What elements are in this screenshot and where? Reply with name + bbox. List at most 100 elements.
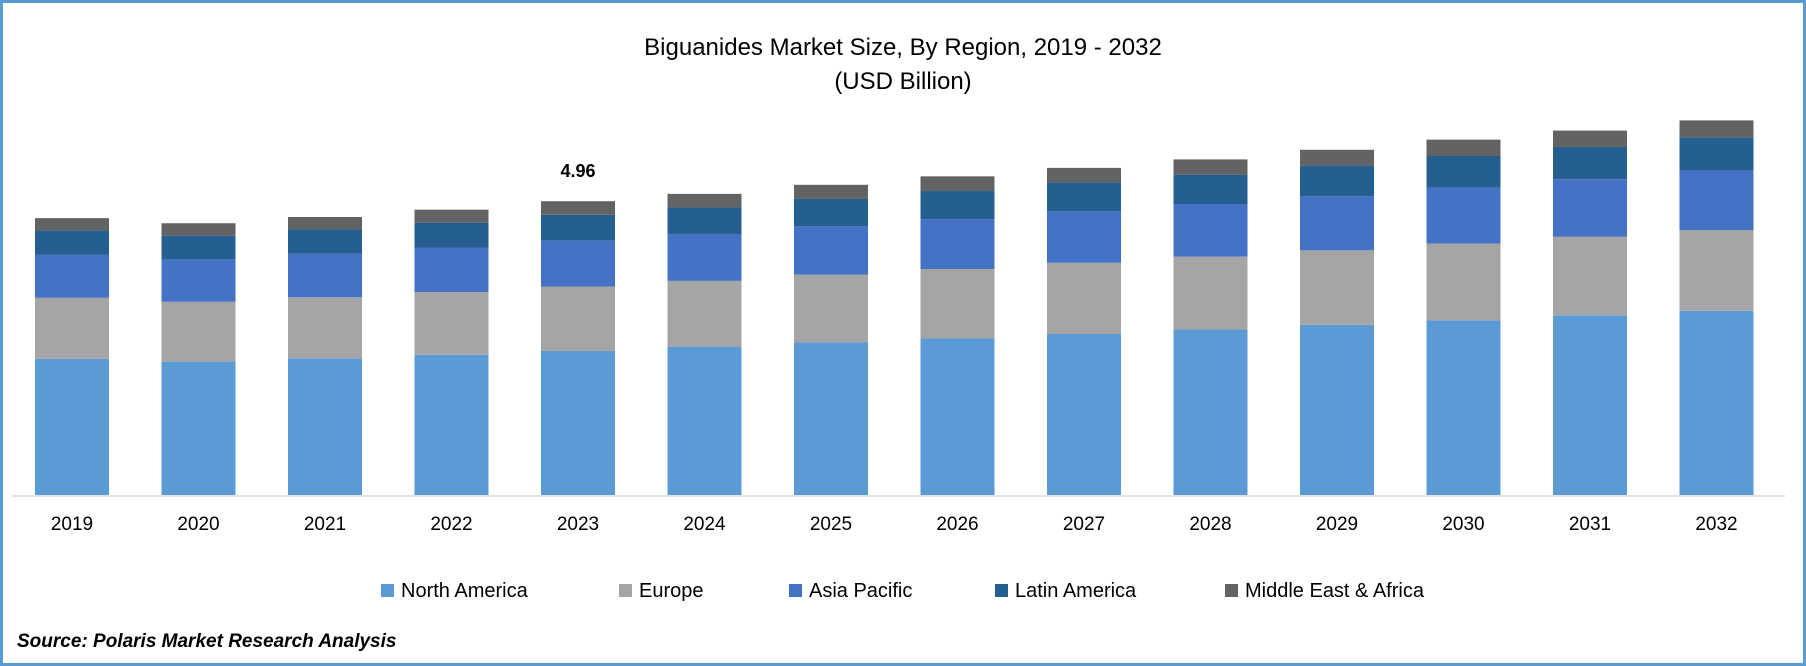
legend-swatch-latin-america — [995, 584, 1008, 597]
bar-segment-2019-europe — [35, 297, 109, 359]
legend-label-europe: Europe — [639, 580, 704, 602]
legend-label-latin-america: Latin America — [1015, 580, 1137, 602]
chart-title: Biguanides Market Size, By Region, 2019 … — [644, 34, 1162, 61]
x-tick-label-2031: 2031 — [1569, 514, 1611, 535]
bar-segment-2025-latin-america — [794, 198, 868, 227]
x-tick-label-2020: 2020 — [177, 514, 219, 535]
bar-segment-2026-europe — [920, 269, 995, 339]
x-tick-label-2022: 2022 — [430, 514, 472, 535]
chart-subtitle: (USD Billion) — [834, 68, 972, 95]
legend-label-middle-east-africa: Middle East & Africa — [1245, 580, 1425, 602]
bar-segment-2029-middle-east-africa — [1300, 149, 1374, 166]
bar-segment-2019-asia-pacific — [35, 254, 109, 298]
x-tick-label-2026: 2026 — [936, 514, 978, 535]
bar-segment-2032-asia-pacific — [1679, 170, 1754, 231]
bar-segment-2032-europe — [1679, 230, 1754, 311]
bar-segment-2026-asia-pacific — [920, 219, 995, 269]
bar-segment-2024-latin-america — [667, 207, 742, 234]
bar-segment-2022-latin-america — [414, 222, 489, 248]
chart-title-block: Biguanides Market Size, By Region, 2019 … — [3, 31, 1803, 99]
bar-segment-2027-middle-east-africa — [1047, 167, 1121, 183]
bar-segment-2031-latin-america — [1553, 146, 1627, 180]
bar-segment-2031-middle-east-africa — [1553, 130, 1627, 147]
bar-segment-2022-europe — [414, 292, 489, 355]
x-tick-label-2027: 2027 — [1063, 514, 1105, 535]
bar-segment-2023-europe — [541, 286, 615, 351]
x-tick-label-2021: 2021 — [304, 514, 346, 535]
bar-segment-2027-north-america — [1047, 333, 1121, 495]
bar-segment-2024-asia-pacific — [667, 233, 742, 281]
bar-segment-2032-north-america — [1679, 310, 1754, 495]
bar-segment-2021-asia-pacific — [288, 253, 362, 298]
bar-segment-2029-latin-america — [1300, 165, 1374, 197]
x-tick-label-2029: 2029 — [1316, 514, 1358, 535]
bar-segment-2028-latin-america — [1173, 174, 1248, 205]
legend-swatch-north-america — [381, 584, 394, 597]
bar-segment-2031-north-america — [1553, 315, 1627, 495]
bar-segment-2026-middle-east-africa — [920, 176, 995, 192]
bar-segment-2020-middle-east-africa — [161, 223, 236, 236]
bar-segment-2023-latin-america — [541, 214, 615, 241]
bar-segment-2024-europe — [667, 280, 742, 347]
x-tick-label-2028: 2028 — [1189, 514, 1231, 535]
bar-segment-2020-north-america — [161, 361, 236, 495]
x-tick-label-2024: 2024 — [683, 514, 726, 535]
bar-segment-2023-middle-east-africa — [541, 201, 615, 215]
legend-swatch-middle-east-africa — [1225, 584, 1238, 597]
bar-segment-2022-north-america — [414, 354, 489, 495]
data-label-2023: 4.96 — [560, 161, 595, 181]
stacked-bar-chart: 2019 2020 2021 2022 2023 4.96 2024 2025 2026 2027… — [12, 120, 1785, 602]
bar-segment-2030-latin-america — [1426, 156, 1501, 188]
bar-segment-2031-asia-pacific — [1553, 179, 1627, 237]
bar-segment-2027-latin-america — [1047, 182, 1121, 212]
bar-segment-2025-north-america — [794, 342, 868, 495]
bar-segment-2020-europe — [161, 301, 236, 362]
bar-segment-2023-asia-pacific — [541, 240, 615, 287]
bar-segment-2032-latin-america — [1679, 137, 1754, 171]
bar-segment-2031-europe — [1553, 236, 1627, 316]
bar-segment-2030-middle-east-africa — [1426, 139, 1501, 156]
x-tick-label-2023: 2023 — [557, 514, 599, 535]
x-tick-label-2025: 2025 — [810, 514, 852, 535]
bar-segment-2032-middle-east-africa — [1679, 120, 1754, 138]
legend-swatch-europe — [619, 584, 632, 597]
bar-segment-2025-asia-pacific — [794, 226, 868, 275]
bar-segment-2027-asia-pacific — [1047, 211, 1121, 263]
bar-segment-2021-latin-america — [288, 229, 362, 254]
bar-segment-2028-middle-east-africa — [1173, 159, 1248, 175]
bar-segment-2025-middle-east-africa — [794, 184, 868, 199]
bar-segment-2030-north-america — [1426, 320, 1501, 495]
source-note: Source: Polaris Market Research Analysis — [17, 631, 397, 652]
bar-segment-2024-middle-east-africa — [667, 193, 742, 208]
x-tick-label-2030: 2030 — [1442, 514, 1484, 535]
bar-segment-2028-asia-pacific — [1173, 204, 1248, 257]
bar-segment-2021-europe — [288, 297, 362, 359]
bar-segment-2024-north-america — [667, 346, 742, 495]
x-tick-label-2019: 2019 — [51, 514, 93, 535]
bar-segment-2028-north-america — [1173, 329, 1248, 495]
legend-label-north-america: North America — [401, 580, 529, 602]
bar-segment-2029-europe — [1300, 250, 1374, 325]
bar-segment-2025-europe — [794, 274, 868, 343]
bar-segment-2020-asia-pacific — [161, 259, 236, 302]
bar-segment-2019-middle-east-africa — [35, 218, 109, 231]
bar-segment-2019-latin-america — [35, 230, 109, 255]
x-tick-label-2032: 2032 — [1695, 514, 1737, 535]
bar-segment-2027-europe — [1047, 262, 1121, 334]
bar-segment-2021-north-america — [288, 358, 362, 495]
bar-segment-2026-north-america — [920, 338, 995, 495]
bar-segment-2029-asia-pacific — [1300, 196, 1374, 251]
bar-segment-2030-europe — [1426, 243, 1501, 321]
bar-segment-2029-north-america — [1300, 324, 1374, 495]
legend-label-asia-pacific: Asia Pacific — [809, 580, 912, 602]
bar-segment-2030-asia-pacific — [1426, 187, 1501, 244]
bar-segment-2028-europe — [1173, 256, 1248, 330]
bar-segment-2020-latin-america — [161, 235, 236, 260]
bar-segment-2026-latin-america — [920, 191, 995, 220]
legend-swatch-asia-pacific — [789, 584, 802, 597]
bar-segment-2022-asia-pacific — [414, 247, 489, 293]
bar-segment-2021-middle-east-africa — [288, 217, 362, 230]
bar-segment-2023-north-america — [541, 350, 615, 495]
bar-segment-2019-north-america — [35, 358, 109, 495]
